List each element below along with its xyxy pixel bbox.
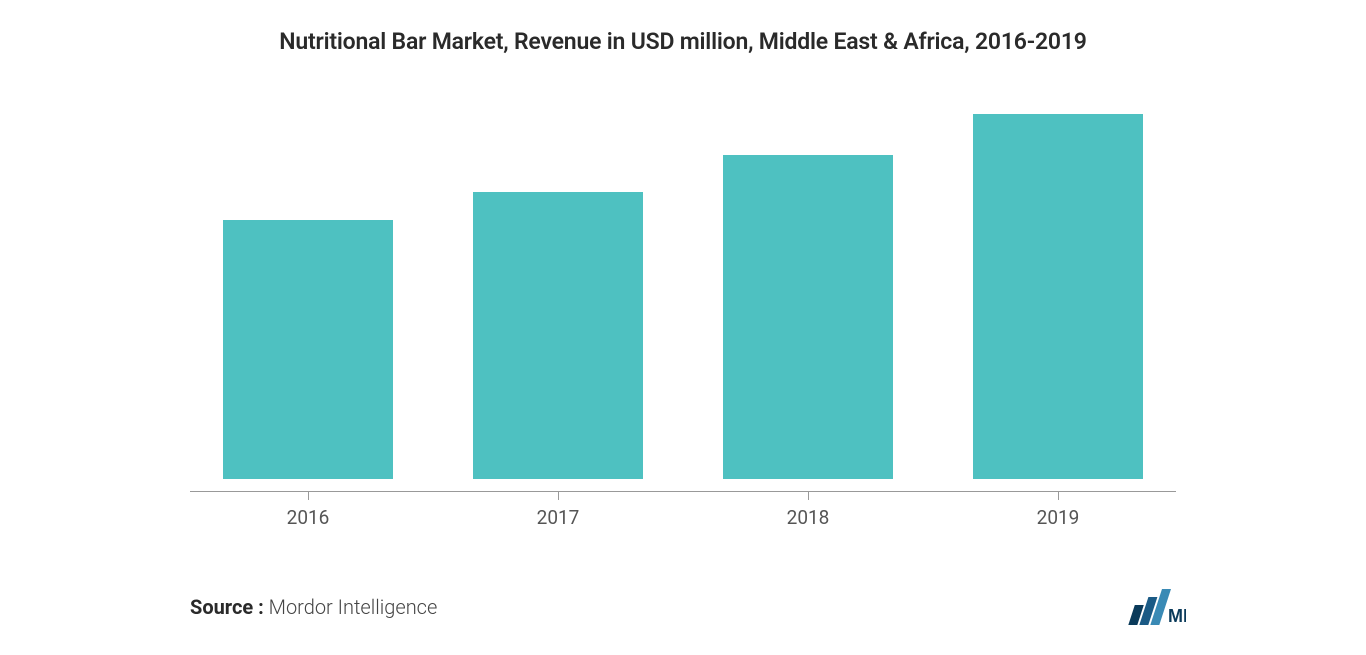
svg-text:MI: MI — [1168, 606, 1186, 625]
chart-footer: Source : Mordor Intelligence MI — [40, 589, 1326, 635]
bar-wrapper-2016 — [223, 220, 393, 479]
mordor-logo-icon: MI — [1126, 589, 1186, 625]
x-label-2017: 2017 — [473, 506, 643, 529]
source-text: Mordor Intelligence — [269, 595, 438, 619]
source-label: Source : — [190, 595, 264, 619]
bar-2019 — [973, 114, 1143, 479]
bar-wrapper-2019 — [973, 114, 1143, 479]
chart-title: Nutritional Bar Market, Revenue in USD m… — [40, 28, 1326, 55]
x-label-2018: 2018 — [723, 506, 893, 529]
bar-2018 — [723, 155, 893, 479]
tick-2017 — [473, 492, 643, 500]
x-axis-ticks — [40, 492, 1326, 500]
plot-area — [40, 85, 1326, 489]
bar-2017 — [473, 192, 643, 479]
tick-2016 — [223, 492, 393, 500]
source-citation: Source : Mordor Intelligence — [190, 595, 437, 619]
bar-2016 — [223, 220, 393, 479]
x-axis-labels: 2016 2017 2018 2019 — [40, 506, 1326, 529]
bar-wrapper-2017 — [473, 192, 643, 479]
x-label-2016: 2016 — [223, 506, 393, 529]
tick-2018 — [723, 492, 893, 500]
bar-wrapper-2018 — [723, 155, 893, 479]
chart-container: Nutritional Bar Market, Revenue in USD m… — [0, 0, 1366, 655]
tick-2019 — [973, 492, 1143, 500]
x-label-2019: 2019 — [973, 506, 1143, 529]
